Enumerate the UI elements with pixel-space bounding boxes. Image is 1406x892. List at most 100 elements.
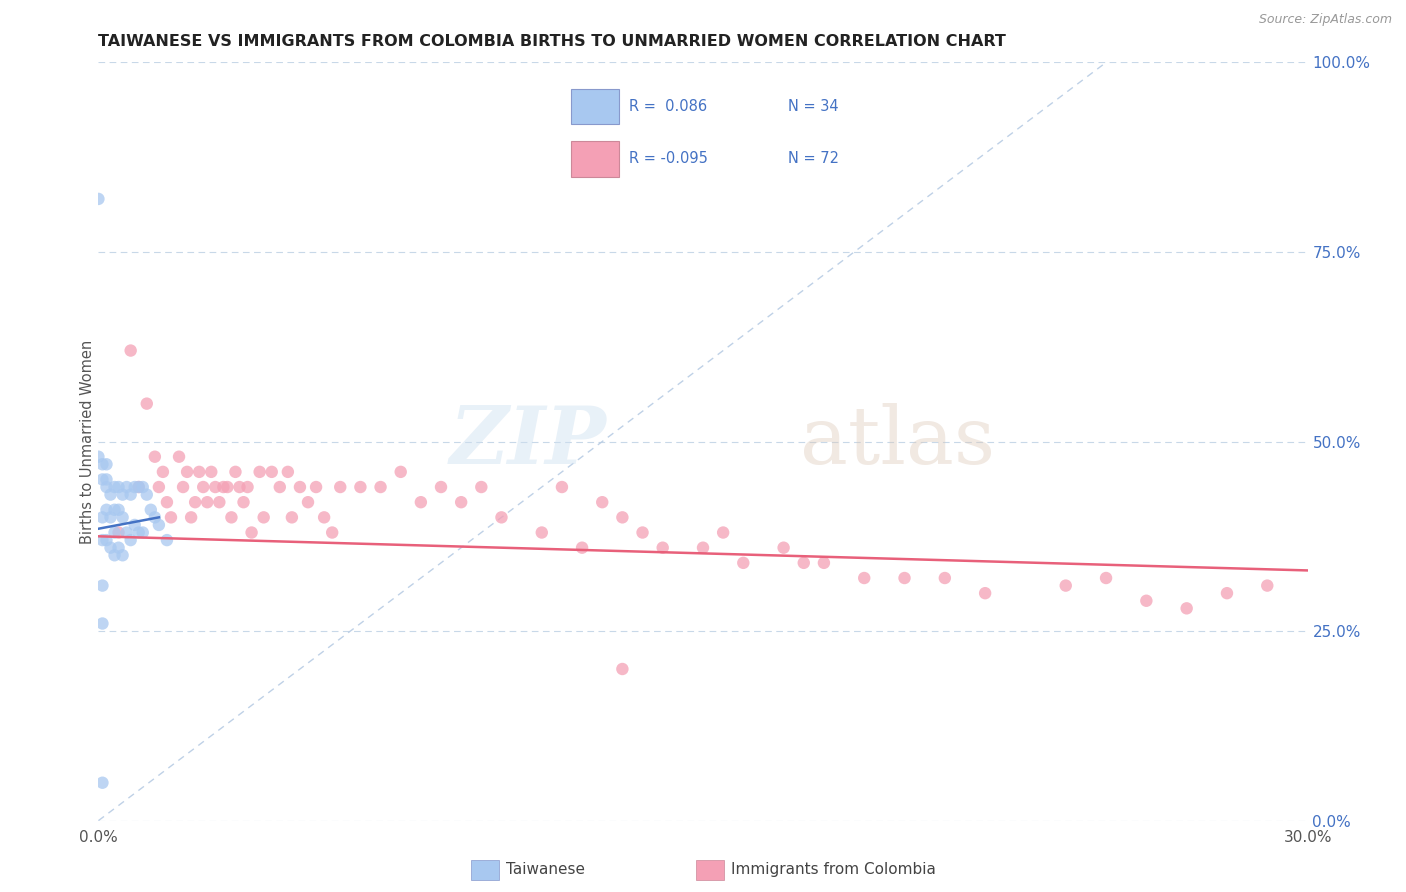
- Point: [152, 465, 174, 479]
- Point: [612, 510, 634, 524]
- Point: [793, 556, 815, 570]
- Point: [224, 465, 246, 479]
- Point: [135, 487, 157, 501]
- Point: [551, 480, 574, 494]
- Point: [217, 480, 239, 494]
- Point: [571, 541, 593, 555]
- Point: [204, 480, 226, 494]
- Text: ZIP: ZIP: [450, 403, 606, 480]
- Text: Taiwanese: Taiwanese: [506, 863, 585, 877]
- Point: [160, 510, 183, 524]
- Point: [389, 465, 412, 479]
- Point: [934, 571, 956, 585]
- Point: [733, 556, 755, 570]
- Point: [100, 487, 122, 501]
- Point: [100, 510, 122, 524]
- Point: [692, 541, 714, 555]
- Point: [612, 662, 634, 676]
- Point: [491, 510, 513, 524]
- Point: [813, 556, 835, 570]
- Point: [193, 480, 215, 494]
- Point: [91, 533, 114, 548]
- Point: [281, 510, 304, 524]
- Point: [893, 571, 915, 585]
- Point: [277, 465, 299, 479]
- Text: Source: ZipAtlas.com: Source: ZipAtlas.com: [1258, 13, 1392, 27]
- Point: [212, 480, 235, 494]
- Point: [124, 517, 146, 532]
- Point: [172, 480, 194, 494]
- Point: [120, 487, 142, 501]
- Point: [236, 480, 259, 494]
- Point: [115, 480, 138, 494]
- Point: [176, 465, 198, 479]
- Point: [156, 495, 179, 509]
- Point: [96, 473, 118, 487]
- Point: [96, 533, 118, 548]
- Point: [370, 480, 392, 494]
- Point: [269, 480, 291, 494]
- Point: [1256, 579, 1278, 593]
- Point: [148, 480, 170, 494]
- Point: [91, 458, 114, 472]
- Point: [288, 480, 311, 494]
- Point: [249, 465, 271, 479]
- Point: [156, 533, 179, 548]
- Point: [91, 473, 114, 487]
- Point: [297, 495, 319, 509]
- Point: [1135, 594, 1157, 608]
- Point: [232, 495, 254, 509]
- Point: [409, 495, 432, 509]
- Point: [132, 480, 155, 494]
- Point: [530, 525, 553, 540]
- Y-axis label: Births to Unmarried Women: Births to Unmarried Women: [80, 340, 94, 543]
- Point: [450, 495, 472, 509]
- Point: [132, 525, 155, 540]
- Point: [107, 541, 129, 555]
- Point: [103, 480, 125, 494]
- Point: [711, 525, 734, 540]
- Text: Immigrants from Colombia: Immigrants from Colombia: [731, 863, 936, 877]
- Point: [107, 525, 129, 540]
- Point: [111, 510, 134, 524]
- Point: [430, 480, 453, 494]
- Point: [120, 533, 142, 548]
- Point: [107, 480, 129, 494]
- Point: [228, 480, 250, 494]
- Point: [208, 495, 231, 509]
- Point: [305, 480, 328, 494]
- Point: [128, 525, 150, 540]
- Point: [128, 480, 150, 494]
- Point: [111, 548, 134, 563]
- Point: [103, 503, 125, 517]
- Point: [1216, 586, 1239, 600]
- Point: [253, 510, 276, 524]
- Point: [1175, 601, 1198, 615]
- Point: [96, 503, 118, 517]
- Point: [329, 480, 352, 494]
- Point: [107, 503, 129, 517]
- Point: [139, 503, 162, 517]
- Point: [853, 571, 876, 585]
- Point: [87, 450, 110, 464]
- Point: [143, 450, 166, 464]
- Point: [180, 510, 202, 524]
- Point: [221, 510, 243, 524]
- Text: TAIWANESE VS IMMIGRANTS FROM COLOMBIA BIRTHS TO UNMARRIED WOMEN CORRELATION CHAR: TAIWANESE VS IMMIGRANTS FROM COLOMBIA BI…: [98, 34, 1007, 49]
- Point: [195, 495, 218, 509]
- Point: [167, 450, 190, 464]
- Point: [591, 495, 613, 509]
- Point: [91, 776, 114, 790]
- Point: [103, 525, 125, 540]
- Point: [184, 495, 207, 509]
- Text: atlas: atlas: [800, 402, 995, 481]
- Point: [321, 525, 343, 540]
- Point: [91, 579, 114, 593]
- Point: [91, 616, 114, 631]
- Point: [103, 548, 125, 563]
- Point: [772, 541, 794, 555]
- Point: [111, 487, 134, 501]
- Point: [87, 192, 110, 206]
- Point: [349, 480, 371, 494]
- Point: [91, 510, 114, 524]
